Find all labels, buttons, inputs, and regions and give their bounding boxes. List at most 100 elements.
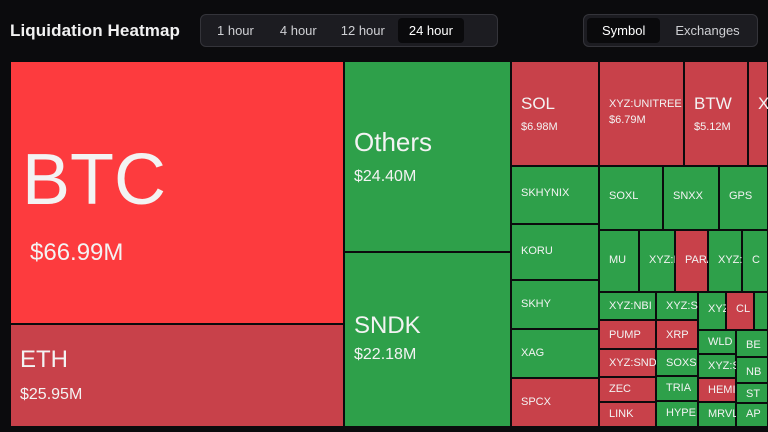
tile-symbol: LINK (609, 408, 634, 420)
heatmap-tile[interactable]: Others $24.40M (344, 61, 511, 252)
heatmap-tile[interactable]: SKHY (511, 280, 599, 329)
heatmap-tile[interactable]: HEMI (698, 378, 736, 402)
tile-symbol: XYZ:I (649, 254, 675, 266)
tile-symbol: XYZ: (718, 254, 742, 266)
timeframe-1h-button[interactable]: 1 hour (217, 23, 254, 38)
tile-symbol: XYZ:UNITREE (609, 98, 682, 110)
tile-symbol: SNXX (673, 190, 703, 202)
tile-symbol: XYZ:S (708, 360, 736, 372)
heatmap-tile[interactable]: SOXS (656, 349, 698, 376)
view-mode-selector: Symbol Exchanges (583, 14, 758, 47)
heatmap-tile[interactable]: KORU (511, 224, 599, 280)
tile-symbol: PARA (685, 254, 708, 266)
tile-value: $66.99M (30, 239, 124, 266)
timeframe-selector: 1 hour 4 hour 12 hour 24 hour (200, 14, 498, 47)
view-exchanges-button[interactable]: Exchanges (675, 23, 740, 38)
tile-symbol: ETH (20, 346, 68, 373)
tile-symbol: KORU (521, 245, 553, 257)
heatmap-tile[interactable]: SPCX (511, 378, 599, 427)
timeframe-12h-button[interactable]: 12 hour (340, 23, 385, 38)
tile-symbol: ST (746, 388, 761, 400)
heatmap-tile[interactable]: BTC $66.99M (10, 61, 344, 324)
heatmap-tile[interactable]: SOXL (599, 166, 663, 230)
heatmap-tile[interactable]: XYZ:UNITREE $6.79M (599, 61, 684, 166)
heatmap-tile[interactable]: BE (736, 330, 768, 357)
tile-symbol: SNDK (354, 312, 421, 339)
tile-symbol: XYZ:SND (609, 357, 656, 369)
heatmap-tile[interactable]: ST (736, 383, 768, 403)
tile-symbol: BTW (694, 94, 732, 113)
heatmap-tile[interactable]: SNXX (663, 166, 719, 230)
heatmap-tile[interactable]: AP (736, 403, 768, 427)
heatmap-tile[interactable]: SKHYNIX (511, 166, 599, 224)
heatmap-tile[interactable]: ZEC (599, 377, 656, 402)
tile-symbol: SOL (521, 94, 556, 113)
tile-symbol: ZEC (609, 383, 631, 395)
heatmap-tile[interactable]: XYZ (698, 292, 726, 330)
tile-symbol: HEMI (708, 384, 736, 396)
tile-symbol: SKHY (521, 298, 551, 310)
heatmap-tile[interactable]: XRP (656, 320, 698, 349)
tile-symbol: GPS (729, 190, 753, 202)
heatmap-tile[interactable]: SNDK $22.18M (344, 252, 511, 427)
heatmap-tile[interactable]: XYZ:SND (599, 349, 656, 377)
heatmap-tile[interactable]: X (748, 61, 768, 166)
heatmap-tile[interactable]: MRVL (698, 402, 736, 427)
heatmap-tile[interactable]: TRIA (656, 376, 698, 401)
tile-symbol: XRP (666, 329, 689, 341)
tile-symbol: AP (746, 408, 761, 420)
tile-symbol: XYZ:NBI (609, 300, 652, 312)
tile-symbol: SPCX (521, 396, 551, 408)
tile-symbol: MRVL (708, 408, 736, 420)
tile-symbol: X (758, 94, 768, 113)
page-title: Liquidation Heatmap (10, 21, 181, 40)
tile-symbol: C (752, 254, 760, 266)
tile-value: $6.98M (521, 121, 558, 133)
view-symbol-button[interactable]: Symbol (587, 18, 661, 43)
tile-symbol: BE (746, 339, 761, 351)
heatmap-tile[interactable]: CL (726, 292, 754, 330)
tile-value: $24.40M (354, 168, 417, 185)
tile-symbol: XAG (521, 347, 545, 359)
timeframe-4h-button[interactable]: 4 hour (279, 23, 317, 38)
tile-symbol: SOXL (609, 190, 639, 202)
heatmap-tile[interactable]: PARA (675, 230, 708, 292)
tile-symbol: Others (354, 127, 433, 157)
tile-symbol: CL (736, 303, 751, 315)
heatmap-tile[interactable] (754, 292, 768, 330)
heatmap-tile[interactable]: XAG (511, 329, 599, 378)
tile-symbol: SKHYNIX (521, 187, 570, 199)
tile-value: $22.18M (354, 346, 417, 363)
heatmap-tile[interactable]: C (742, 230, 768, 292)
heatmap-tile[interactable]: GPS (719, 166, 768, 230)
heatmap-tile[interactable]: XYZ:I (639, 230, 675, 292)
heatmap-tile[interactable]: ETH $25.95M (10, 324, 344, 427)
heatmap-tile[interactable]: WLD (698, 330, 736, 354)
heatmap-tile[interactable]: XYZ:S (698, 354, 736, 378)
heatmap-tile[interactable]: PUMP (599, 320, 656, 349)
tile-symbol: XYZ (708, 303, 726, 315)
timeframe-24h-button[interactable]: 24 hour (397, 18, 464, 43)
heatmap-tile[interactable]: NB (736, 357, 768, 383)
tile-symbol: TRIA (666, 382, 692, 394)
heatmap-tile[interactable]: MU (599, 230, 639, 292)
tile-symbol: HYPE (666, 407, 696, 419)
tile-symbol: PUMP (609, 329, 641, 341)
tile-symbol: BTC (22, 140, 166, 220)
heatmap-tile[interactable]: SOL $6.98M (511, 61, 599, 166)
heatmap-tile[interactable]: XYZ: (708, 230, 742, 292)
tile-symbol: WLD (708, 336, 733, 348)
heatmap-tile[interactable]: HYPE (656, 401, 698, 427)
heatmap-tile[interactable]: LINK (599, 402, 656, 427)
tile-symbol: NB (746, 366, 762, 378)
tile-value: $5.12M (694, 121, 731, 133)
heatmap-tile[interactable]: XYZ:SI (656, 292, 698, 320)
tile-value: $6.79M (609, 114, 646, 126)
tile-symbol: SOXS (666, 357, 697, 369)
tile-value: $25.95M (20, 386, 83, 403)
heatmap-tile[interactable]: BTW $5.12M (684, 61, 748, 166)
tile-symbol: XYZ:SI (666, 300, 698, 312)
tile-symbol: MU (609, 254, 627, 266)
heatmap-tile[interactable]: XYZ:NBI (599, 292, 656, 320)
